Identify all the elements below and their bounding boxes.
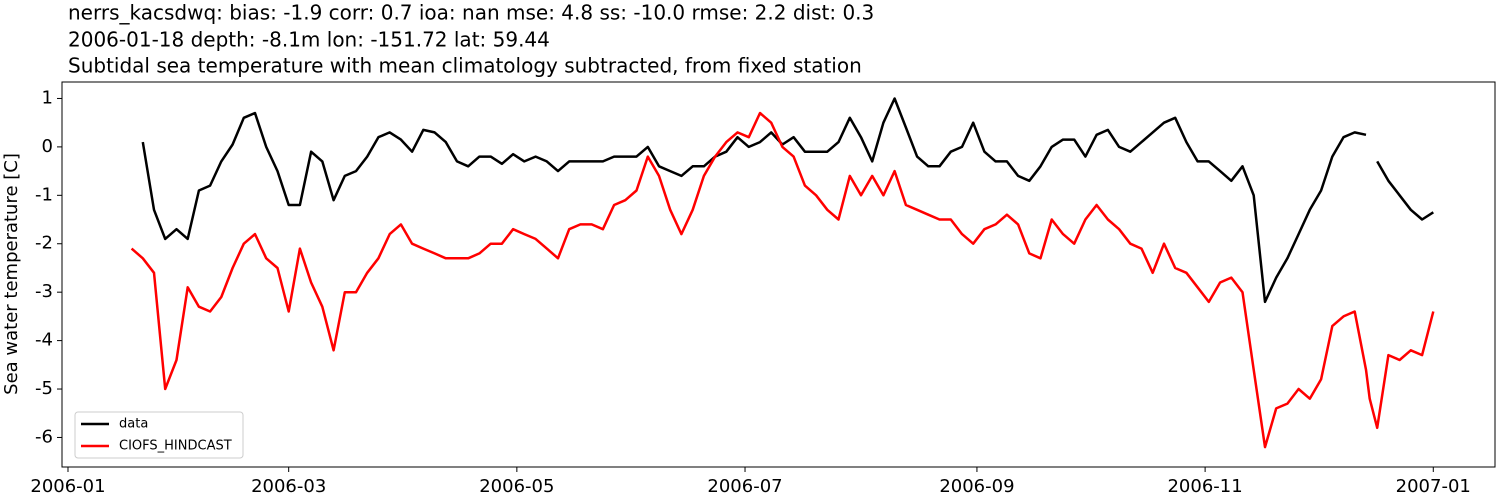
x-tick-label: 2007-01 bbox=[1396, 476, 1471, 497]
x-tick-label: 2006-03 bbox=[251, 476, 326, 497]
title-line: nerrs_kacsdwq: bias: -1.9 corr: 0.7 ioa:… bbox=[68, 1, 874, 25]
title-line: Subtidal sea temperature with mean clima… bbox=[68, 54, 862, 78]
y-tick-label: -4 bbox=[35, 330, 53, 351]
y-tick-label: -3 bbox=[35, 281, 53, 302]
x-tick-label: 2006-09 bbox=[939, 476, 1014, 497]
x-tick-label: 2006-05 bbox=[479, 476, 554, 497]
x-tick-label: 2006-01 bbox=[30, 476, 105, 497]
y-tick-label: 0 bbox=[42, 136, 53, 157]
legend-label: CIOFS_HINDCAST bbox=[119, 439, 232, 454]
x-tick-label: 2006-07 bbox=[707, 476, 782, 497]
data-line bbox=[141, 97, 1434, 304]
legend-box bbox=[74, 411, 244, 459]
y-tick-label: -2 bbox=[35, 233, 53, 254]
y-tick-label: -1 bbox=[35, 184, 53, 205]
x-tick-label: 2006-11 bbox=[1167, 476, 1242, 497]
plot-frame bbox=[61, 81, 1496, 468]
y-tick-label: 1 bbox=[42, 87, 53, 108]
data-line bbox=[130, 111, 1435, 449]
y-axis-label: Sea water temperature [C] bbox=[1, 153, 22, 395]
title-line: 2006-01-18 depth: -8.1m lon: -151.72 lat… bbox=[68, 28, 550, 52]
y-tick-label: -5 bbox=[35, 378, 53, 399]
legend-label: data bbox=[119, 417, 148, 432]
y-tick-label: -6 bbox=[35, 426, 53, 447]
